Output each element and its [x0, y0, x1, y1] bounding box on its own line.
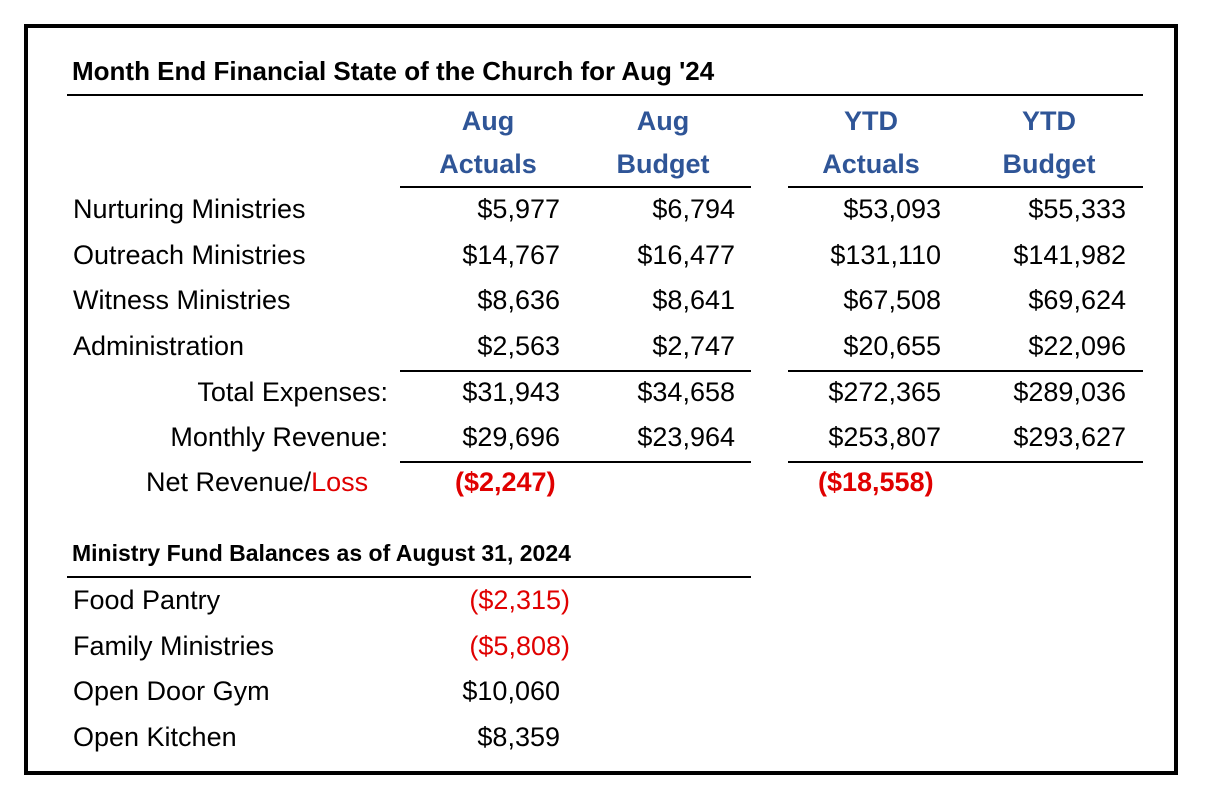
- subtotal-rule-ytd: [788, 370, 1143, 372]
- fund-balances-title: Ministry Fund Balances as of August 31, …: [72, 540, 571, 566]
- cell-outreach-aug-actual: $14,767: [462, 240, 560, 270]
- total-expenses-aug-budget: $34,658: [637, 377, 735, 407]
- net-ytd-value: ($18,558): [818, 467, 934, 497]
- row-label-administration: Administration: [73, 331, 245, 361]
- report-frame: [24, 24, 1178, 775]
- cell-nurturing-ytd-budget: $55,333: [1028, 194, 1126, 224]
- col-header-ytd-budget: YTD Budget: [1002, 106, 1096, 179]
- col-header-aug-budget: Aug Budget: [616, 106, 710, 179]
- fund-value-open-kitchen: $8,359: [477, 722, 560, 752]
- cell-witness-aug-budget: $8,641: [652, 285, 735, 315]
- cell-nurturing-aug-actual: $5,977: [477, 194, 560, 224]
- total-expenses-ytd-budget: $289,036: [1013, 377, 1126, 407]
- revenue-aug-actual: $29,696: [462, 422, 560, 452]
- title-rule: [67, 94, 1143, 96]
- cell-admin-aug-budget: $2,747: [652, 331, 735, 361]
- net-rule-aug: [400, 461, 751, 463]
- cell-witness-aug-actual: $8,636: [477, 285, 560, 315]
- report-title: Month End Financial State of the Church …: [72, 56, 715, 86]
- revenue-ytd-actual: $253,807: [828, 422, 941, 452]
- header-rule-aug: [400, 186, 751, 188]
- fund-title-rule: [67, 576, 751, 578]
- cell-admin-ytd-budget: $22,096: [1028, 331, 1126, 361]
- cell-admin-ytd-actual: $20,655: [843, 331, 941, 361]
- col-header-aug-actuals: Aug Actuals: [439, 106, 537, 179]
- total-expenses-label: Total Expenses:: [197, 377, 388, 407]
- monthly-revenue-label: Monthly Revenue:: [170, 422, 388, 452]
- fund-value-family-ministries: ($5,808): [469, 631, 570, 661]
- total-expenses-ytd-actual: $272,365: [828, 377, 941, 407]
- subtotal-rule-aug: [400, 370, 751, 372]
- cell-witness-ytd-actual: $67,508: [843, 285, 941, 315]
- total-expenses-aug-actual: $31,943: [462, 377, 560, 407]
- revenue-aug-budget: $23,964: [637, 422, 735, 452]
- fund-label-food-pantry: Food Pantry: [73, 585, 221, 615]
- fund-label-open-kitchen: Open Kitchen: [73, 722, 237, 752]
- cell-nurturing-ytd-actual: $53,093: [843, 194, 941, 224]
- net-revenue-loss-label: Net Revenue/Loss: [146, 467, 369, 497]
- net-rule-ytd: [788, 461, 1143, 463]
- cell-outreach-aug-budget: $16,477: [637, 240, 735, 270]
- cell-witness-ytd-budget: $69,624: [1028, 285, 1126, 315]
- header-rule-ytd: [788, 186, 1143, 188]
- cell-admin-aug-actual: $2,563: [477, 331, 560, 361]
- net-aug-value: ($2,247): [455, 467, 556, 497]
- revenue-ytd-budget: $293,627: [1013, 422, 1126, 452]
- row-label-witness: Witness Ministries: [73, 285, 291, 315]
- cell-outreach-ytd-actual: $131,110: [830, 240, 941, 270]
- cell-nurturing-aug-budget: $6,794: [652, 194, 735, 224]
- cell-outreach-ytd-budget: $141,982: [1013, 240, 1126, 270]
- row-label-outreach: Outreach Ministries: [73, 240, 306, 270]
- fund-label-open-door-gym: Open Door Gym: [73, 676, 270, 706]
- col-header-ytd-actuals: YTD Actuals: [822, 106, 920, 179]
- row-label-nurturing: Nurturing Ministries: [73, 194, 306, 224]
- fund-value-food-pantry: ($2,315): [469, 585, 570, 615]
- fund-label-family-ministries: Family Ministries: [73, 631, 275, 661]
- fund-value-open-door-gym: $10,060: [462, 676, 560, 706]
